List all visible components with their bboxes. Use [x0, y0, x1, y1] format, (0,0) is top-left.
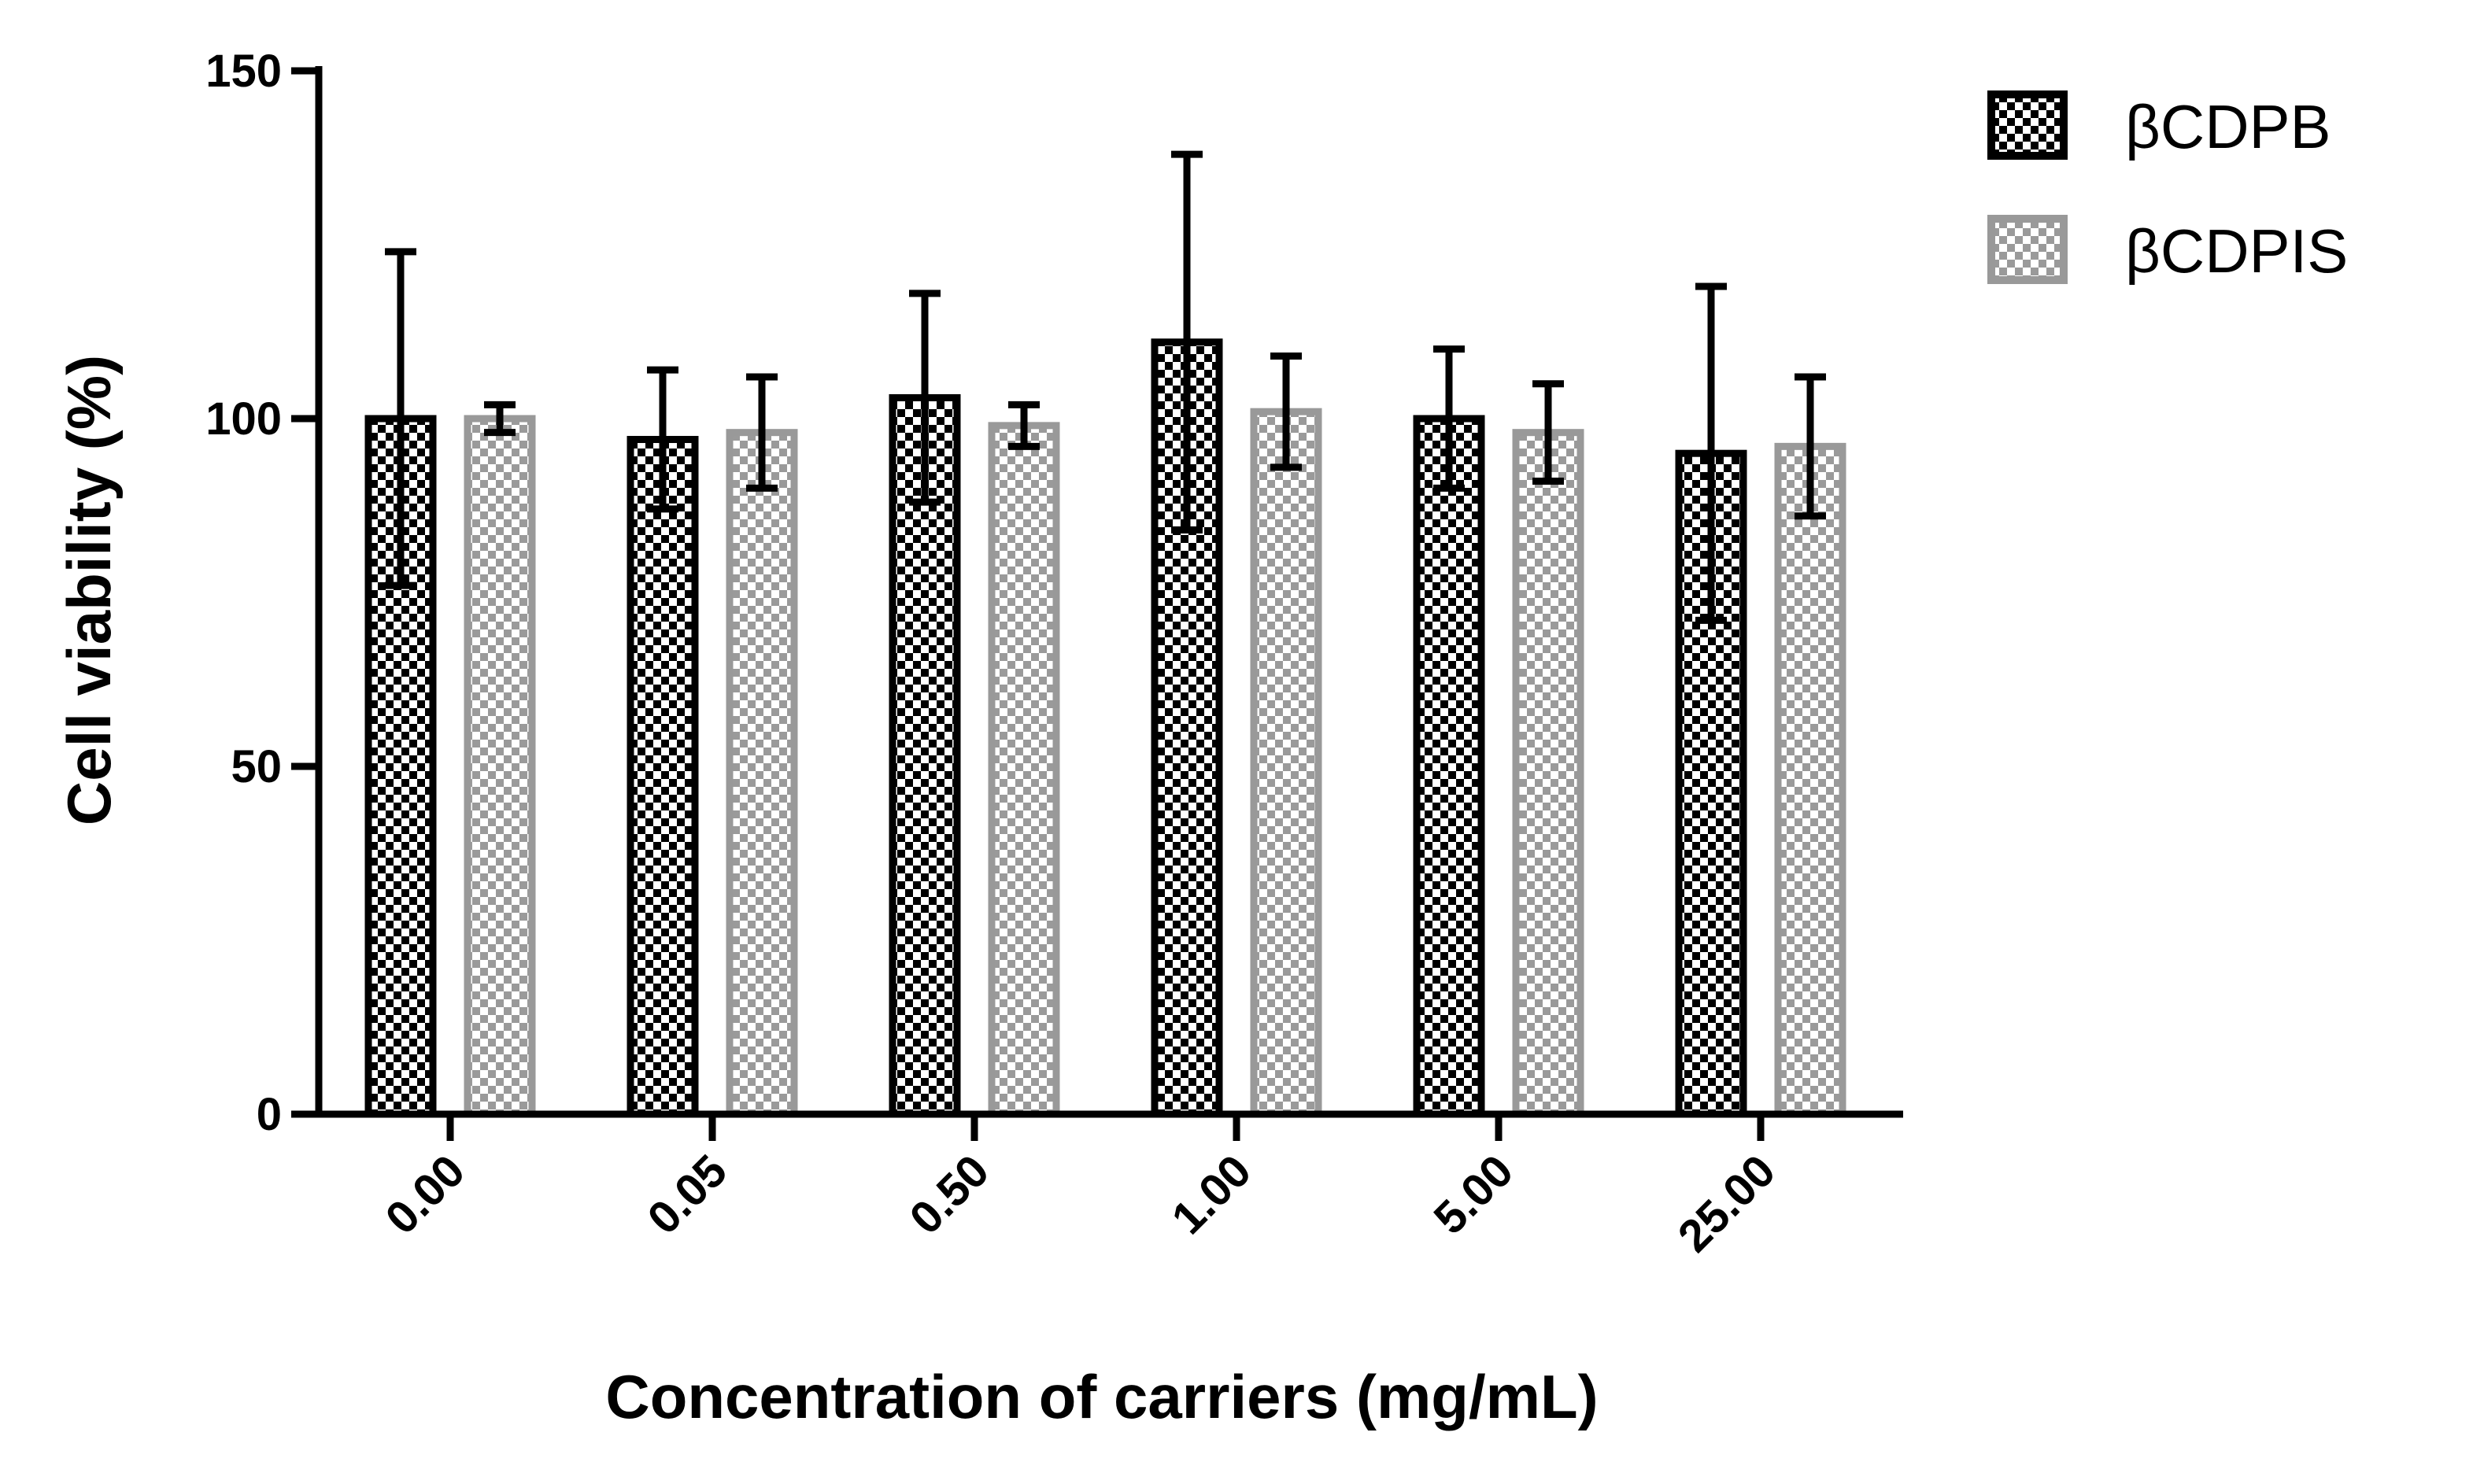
y-tick-label: 50	[231, 741, 282, 792]
x-tick-label: 25.00	[1669, 1145, 1786, 1262]
legend-swatch	[1987, 215, 2068, 284]
bar	[1512, 429, 1584, 1118]
legend: βCDPB βCDPIS	[1987, 90, 2348, 286]
x-tick-label: 0.50	[900, 1145, 999, 1244]
y-tick-label: 150	[205, 46, 282, 97]
x-tick-label: 1.00	[1162, 1145, 1261, 1244]
bar	[1675, 449, 1747, 1118]
legend-label: βCDPB	[2125, 92, 2331, 161]
x-tick-label: 0.05	[638, 1145, 737, 1244]
legend-label: βCDPIS	[2125, 216, 2348, 286]
legend-swatch	[1987, 90, 2068, 160]
y-ticks: 0 50 100 150	[205, 46, 319, 1140]
bar	[627, 436, 699, 1118]
x-tick-label: 0.00	[375, 1145, 475, 1244]
y-tick-label: 100	[205, 393, 282, 445]
bar	[1774, 442, 1846, 1118]
error-bars-layer	[385, 150, 1826, 624]
x-tick-label: 5.00	[1424, 1145, 1523, 1244]
x-ticks: 0.00 0.05 0.50 1.00 5.00 25.00	[375, 1114, 1785, 1262]
bar	[464, 415, 536, 1118]
bars-layer	[364, 338, 1846, 1118]
x-axis-title: Concentration of carriers (mg/mL)	[605, 1362, 1598, 1431]
bar	[988, 422, 1060, 1118]
y-axis-title: Cell viability (%)	[54, 355, 124, 825]
axes	[315, 66, 1903, 1118]
bar	[1250, 408, 1322, 1118]
bar	[726, 429, 798, 1118]
bar	[1413, 415, 1485, 1118]
y-tick-label: 0	[257, 1089, 282, 1140]
